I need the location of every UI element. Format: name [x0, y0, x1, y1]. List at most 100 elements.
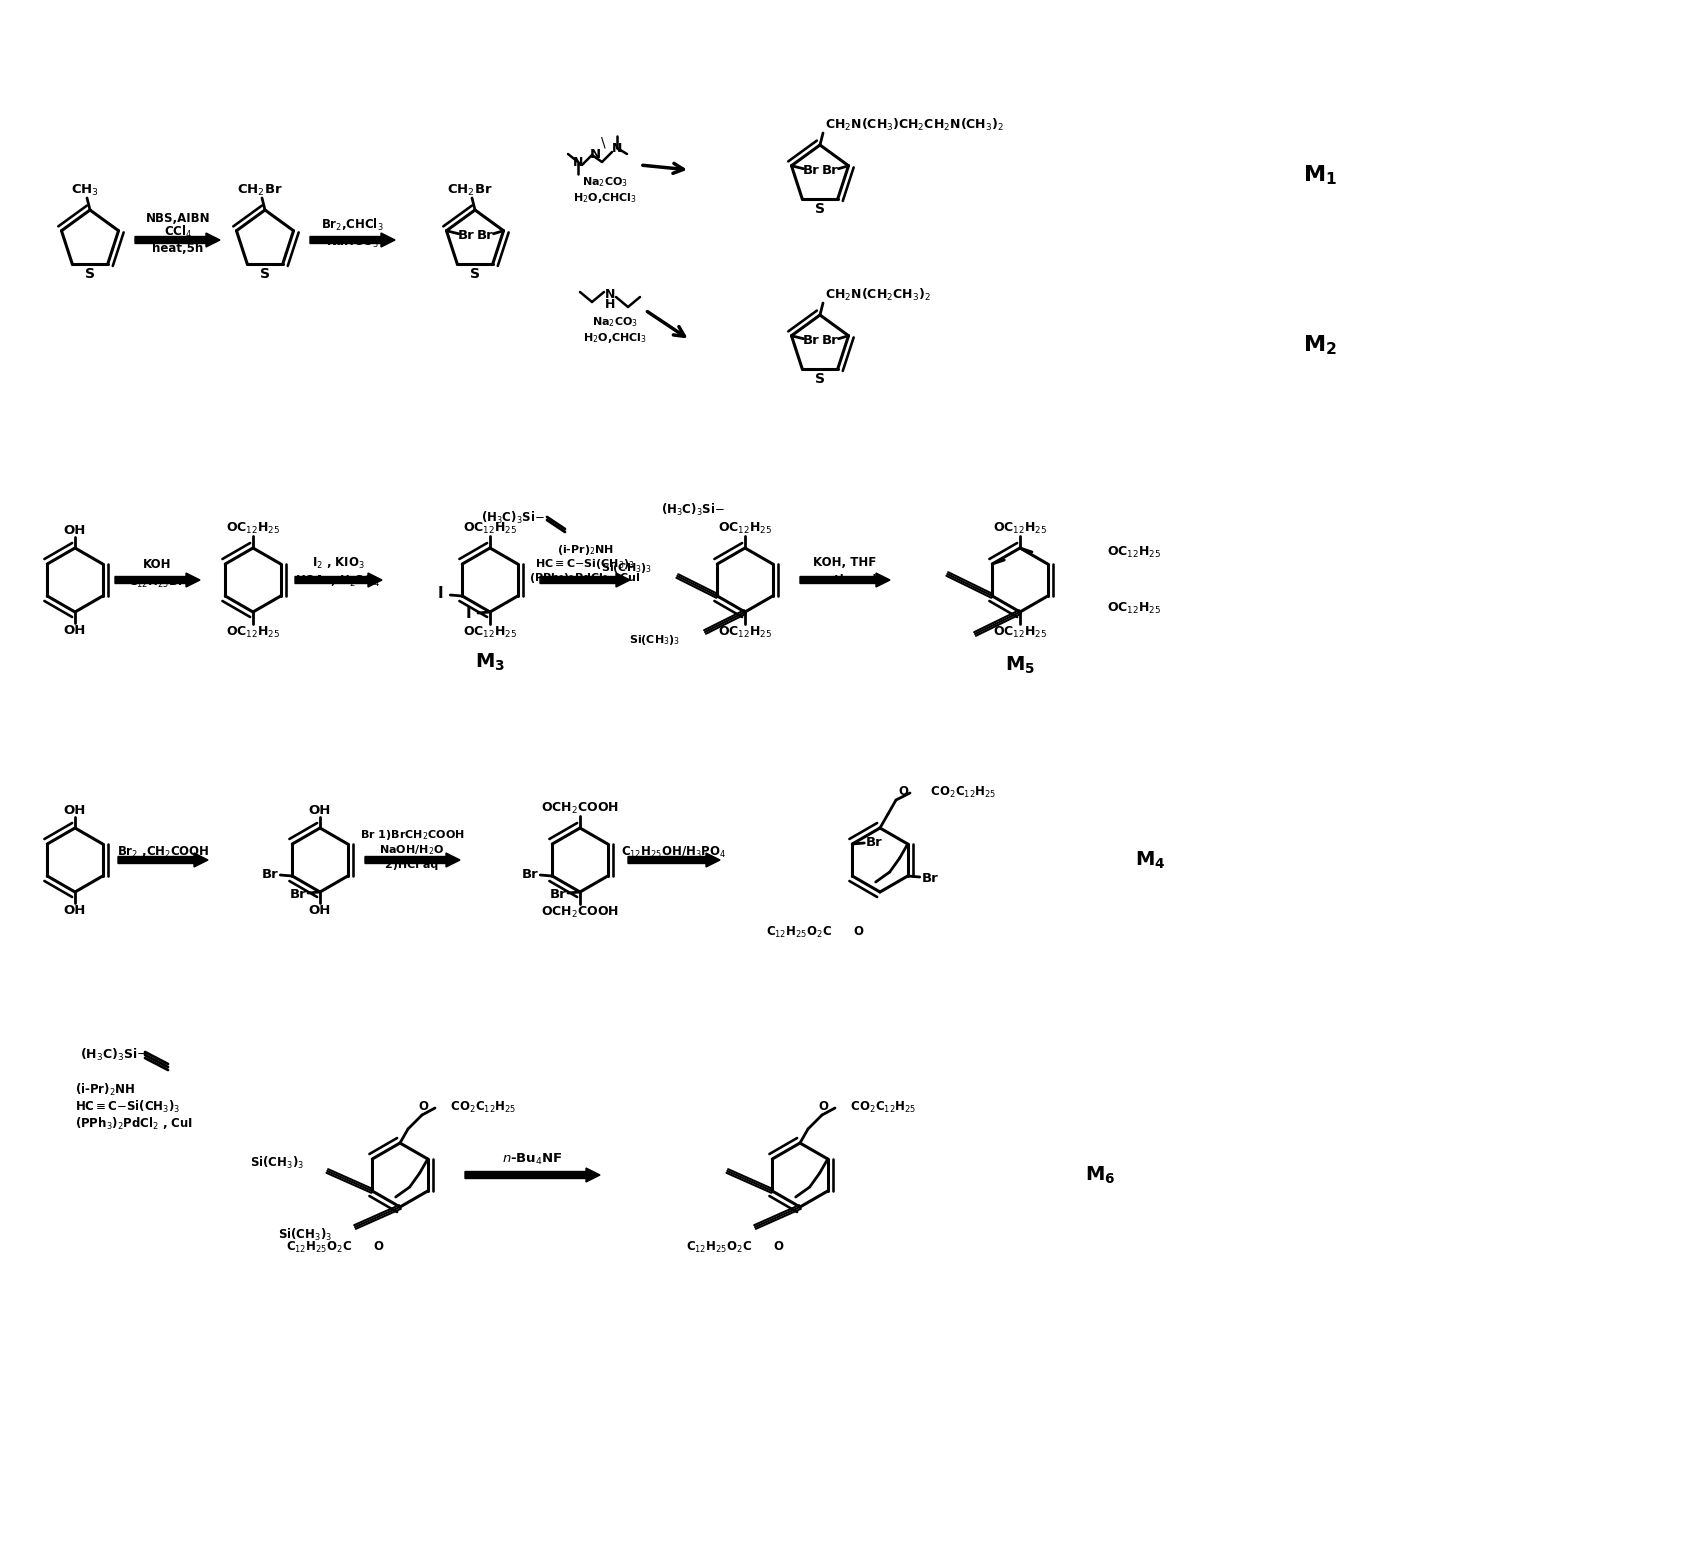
- Polygon shape: [295, 572, 382, 586]
- Text: $\mathbf{M_3}$: $\mathbf{M_3}$: [474, 652, 505, 673]
- Text: C$_{12}$H$_{25}$Br: C$_{12}$H$_{25}$Br: [128, 574, 186, 589]
- Text: CH$_2$N(CH$_3$)CH$_2$CH$_2$N(CH$_3$)$_2$: CH$_2$N(CH$_3$)CH$_2$CH$_2$N(CH$_3$)$_2$: [825, 117, 1003, 134]
- Text: OH: OH: [309, 804, 331, 816]
- Text: Br: Br: [822, 165, 839, 177]
- Text: NaHCO$_3$: NaHCO$_3$: [326, 235, 379, 249]
- Text: Br: Br: [803, 334, 820, 347]
- Text: H: H: [605, 299, 616, 311]
- Text: KOH: KOH: [143, 558, 170, 571]
- Text: S: S: [815, 202, 825, 216]
- Text: OH: OH: [63, 804, 87, 816]
- Text: Si(CH$_3$)$_3$: Si(CH$_3$)$_3$: [278, 1227, 332, 1242]
- Text: S: S: [815, 372, 825, 386]
- Text: Br: Br: [459, 229, 474, 243]
- Text: Na$_2$CO$_3$: Na$_2$CO$_3$: [581, 176, 627, 188]
- Text: $\backslash$: $\backslash$: [600, 134, 605, 149]
- Text: N: N: [590, 148, 600, 162]
- Text: Si(CH$_3$)$_3$: Si(CH$_3$)$_3$: [251, 1155, 303, 1171]
- Text: OH: OH: [63, 903, 87, 916]
- Text: OCH$_2$COOH: OCH$_2$COOH: [540, 905, 619, 919]
- Text: (H$_3$C)$_3$Si$-$: (H$_3$C)$_3$Si$-$: [80, 1047, 147, 1064]
- Text: C$_{12}$H$_{25}$O$_2$C$\quad\quad$O: C$_{12}$H$_{25}$O$_2$C$\quad\quad$O: [286, 1239, 385, 1255]
- Text: O$\quad\quad$CO$_2$C$_{12}$H$_{25}$: O$\quad\quad$CO$_2$C$_{12}$H$_{25}$: [897, 784, 996, 799]
- Text: (PPh$_3$)$_2$PdCl$_2$ , CuI: (PPh$_3$)$_2$PdCl$_2$ , CuI: [75, 1116, 193, 1132]
- Text: C$_{12}$H$_{25}$O$_2$C$\quad\quad$O: C$_{12}$H$_{25}$O$_2$C$\quad\quad$O: [766, 925, 864, 939]
- Text: N: N: [605, 288, 616, 300]
- Text: (PPh$_3$)$_2$PdCl$_2$ , CuI: (PPh$_3$)$_2$PdCl$_2$ , CuI: [529, 571, 641, 585]
- Text: (H$_3$C)$_3$Si$-$: (H$_3$C)$_3$Si$-$: [662, 502, 725, 518]
- Text: HC$\equiv$C$-$Si(CH$_3$)$_3$: HC$\equiv$C$-$Si(CH$_3$)$_3$: [535, 557, 634, 571]
- Text: Br: Br: [263, 868, 278, 880]
- Text: O$\quad\quad$CO$_2$C$_{12}$H$_{25}$: O$\quad\quad$CO$_2$C$_{12}$H$_{25}$: [817, 1099, 916, 1115]
- Text: OH: OH: [309, 903, 331, 916]
- Polygon shape: [365, 854, 460, 868]
- Text: Br 1)BrCH$_2$COOH: Br 1)BrCH$_2$COOH: [360, 827, 464, 841]
- Text: S: S: [259, 267, 269, 281]
- Text: Br: Br: [477, 229, 494, 243]
- Text: HOAc, H$_2$SO$_4$: HOAc, H$_2$SO$_4$: [295, 574, 380, 588]
- Text: Br: Br: [822, 334, 839, 347]
- Text: OH: OH: [63, 524, 87, 536]
- Text: OC$_{12}$H$_{25}$: OC$_{12}$H$_{25}$: [1107, 544, 1161, 560]
- Text: OH: OH: [63, 624, 87, 636]
- Text: $\mathbf{M_5}$: $\mathbf{M_5}$: [1004, 655, 1035, 676]
- Text: OC$_{12}$H$_{25}$: OC$_{12}$H$_{25}$: [225, 521, 280, 535]
- Text: (i-Pr)$_2$NH: (i-Pr)$_2$NH: [75, 1082, 135, 1098]
- Text: $\mathbf{M_1}$: $\mathbf{M_1}$: [1303, 163, 1337, 187]
- Text: I: I: [465, 606, 471, 622]
- Text: CH$_2$Br: CH$_2$Br: [447, 182, 493, 197]
- Text: NaOH/H$_2$O: NaOH/H$_2$O: [379, 843, 445, 857]
- Text: Na$_2$CO$_3$: Na$_2$CO$_3$: [592, 316, 638, 330]
- Text: (i-Pr)$_2$NH: (i-Pr)$_2$NH: [556, 543, 614, 557]
- Polygon shape: [540, 572, 629, 586]
- Text: OC$_{12}$H$_{25}$: OC$_{12}$H$_{25}$: [462, 521, 517, 535]
- Text: CH$_2$N(CH$_2$CH$_3$)$_2$: CH$_2$N(CH$_2$CH$_3$)$_2$: [825, 288, 931, 303]
- Text: Si(CH$_3$)$_3$: Si(CH$_3$)$_3$: [629, 633, 680, 647]
- Text: Si(CH$_3$)$_3$: Si(CH$_3$)$_3$: [600, 561, 651, 575]
- Text: Br$_2$ ,CH$_2$COOH: Br$_2$ ,CH$_2$COOH: [116, 844, 210, 860]
- Text: OC$_{12}$H$_{25}$: OC$_{12}$H$_{25}$: [992, 521, 1047, 535]
- Text: S: S: [85, 267, 95, 281]
- Text: Br: Br: [290, 888, 307, 900]
- Text: HC$\equiv$C$-$Si(CH$_3$)$_3$: HC$\equiv$C$-$Si(CH$_3$)$_3$: [75, 1099, 181, 1115]
- Text: OC$_{12}$H$_{25}$: OC$_{12}$H$_{25}$: [718, 521, 772, 535]
- Text: C$_{12}$H$_{25}$O$_2$C$\quad\quad$O: C$_{12}$H$_{25}$O$_2$C$\quad\quad$O: [685, 1239, 784, 1255]
- Polygon shape: [800, 572, 890, 586]
- Text: OC$_{12}$H$_{25}$: OC$_{12}$H$_{25}$: [992, 625, 1047, 639]
- Text: Br: Br: [866, 835, 881, 849]
- Text: NBS,AIBN: NBS,AIBN: [145, 211, 210, 224]
- Text: KOH, THF: KOH, THF: [813, 557, 876, 569]
- Text: CH$_3$: CH$_3$: [72, 182, 99, 197]
- Text: O$\quad\quad$CO$_2$C$_{12}$H$_{25}$: O$\quad\quad$CO$_2$C$_{12}$H$_{25}$: [418, 1099, 517, 1115]
- Polygon shape: [135, 233, 220, 247]
- Text: C$_{12}$H$_{25}$OH/H$_3$PO$_4$: C$_{12}$H$_{25}$OH/H$_3$PO$_4$: [621, 844, 726, 860]
- Text: (H$_3$C)$_3$Si$-$: (H$_3$C)$_3$Si$-$: [481, 510, 544, 526]
- Polygon shape: [114, 572, 199, 586]
- Text: CH$_2$Br: CH$_2$Br: [237, 182, 283, 197]
- Polygon shape: [465, 1168, 600, 1182]
- Text: CCl$_4$: CCl$_4$: [164, 224, 193, 239]
- Polygon shape: [310, 233, 396, 247]
- Text: methanol: methanol: [813, 574, 876, 588]
- Text: S: S: [469, 267, 479, 281]
- Text: N: N: [573, 156, 583, 168]
- Text: 2)HCl aq: 2)HCl aq: [385, 860, 438, 869]
- Text: heat,5h: heat,5h: [152, 241, 203, 255]
- Text: $n$-Bu$_4$NF: $n$-Bu$_4$NF: [501, 1151, 563, 1166]
- Text: Br: Br: [522, 868, 539, 880]
- Text: OC$_{12}$H$_{25}$: OC$_{12}$H$_{25}$: [462, 625, 517, 639]
- Text: Br$_2$,CHCl$_3$: Br$_2$,CHCl$_3$: [321, 218, 384, 233]
- Text: $\mathbf{M_2}$: $\mathbf{M_2}$: [1303, 333, 1337, 356]
- Text: I: I: [436, 586, 443, 602]
- Text: H$_2$O,CHCl$_3$: H$_2$O,CHCl$_3$: [583, 331, 646, 345]
- Text: Br: Br: [803, 165, 820, 177]
- Text: OC$_{12}$H$_{25}$: OC$_{12}$H$_{25}$: [1107, 600, 1161, 616]
- Polygon shape: [118, 854, 208, 868]
- Text: I$_2$ , KIO$_3$: I$_2$ , KIO$_3$: [312, 555, 365, 571]
- Text: $\mathbf{M_6}$: $\mathbf{M_6}$: [1084, 1165, 1115, 1185]
- Text: Br: Br: [921, 871, 938, 885]
- Text: OC$_{12}$H$_{25}$: OC$_{12}$H$_{25}$: [225, 625, 280, 639]
- Text: OC$_{12}$H$_{25}$: OC$_{12}$H$_{25}$: [718, 625, 772, 639]
- Text: $\mathbf{M_4}$: $\mathbf{M_4}$: [1134, 849, 1165, 871]
- Text: H$_2$O,CHCl$_3$: H$_2$O,CHCl$_3$: [573, 191, 636, 205]
